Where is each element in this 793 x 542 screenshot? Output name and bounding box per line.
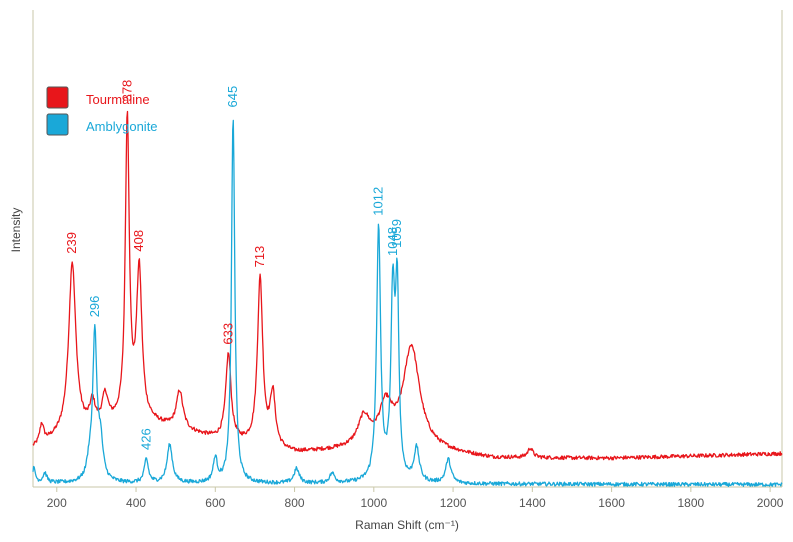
legend-swatch-amblygonite (46, 113, 69, 136)
peak-label-amblygonite: 296 (87, 296, 102, 318)
legend-label-amblygonite: Amblygonite (86, 119, 158, 134)
peak-label-amblygonite: 426 (138, 428, 153, 450)
x-tick-label: 200 (47, 496, 67, 510)
peak-label-amblygonite: 645 (225, 86, 240, 108)
y-axis-title: Intensity (9, 208, 23, 253)
peak-label-tourmaline: 713 (252, 246, 267, 268)
x-tick-label: 1800 (678, 496, 705, 510)
x-tick-label: 2000 (757, 496, 784, 510)
series-line-tourmaline (32, 110, 783, 461)
peak-label-amblygonite: 1048 (385, 227, 400, 256)
peak-label-tourmaline: 633 (220, 323, 235, 345)
legend: Tourmaline Amblygonite (46, 86, 158, 136)
peak-label-amblygonite: 1059 (389, 219, 404, 248)
legend-swatch-tourmaline (46, 86, 69, 109)
plot-frame (32, 10, 783, 488)
peak-label-amblygonite: 1012 (371, 187, 386, 216)
legend-item-amblygonite: Amblygonite (46, 113, 158, 136)
peak-label-tourmaline: 378 (119, 80, 134, 102)
x-tick-label: 400 (126, 496, 146, 510)
x-tick-label: 1400 (519, 496, 546, 510)
series-line-amblygonite (32, 119, 783, 488)
x-tick-label: 600 (205, 496, 225, 510)
x-tick-label: 800 (285, 496, 305, 510)
x-axis-ticks: 200 400 600 800 1000 1200 1400 1600 1800 2000 (47, 487, 784, 510)
legend-item-tourmaline: Tourmaline (46, 86, 150, 109)
x-tick-label: 1600 (598, 496, 625, 510)
series-layer (32, 110, 783, 488)
peak-label-tourmaline: 408 (131, 230, 146, 252)
x-axis-title: Raman Shift (cm⁻¹) (355, 518, 459, 532)
x-tick-label: 1000 (360, 496, 387, 510)
x-tick-label: 1200 (440, 496, 467, 510)
peak-label-tourmaline: 239 (64, 232, 79, 254)
legend-label-tourmaline: Tourmaline (86, 92, 150, 107)
